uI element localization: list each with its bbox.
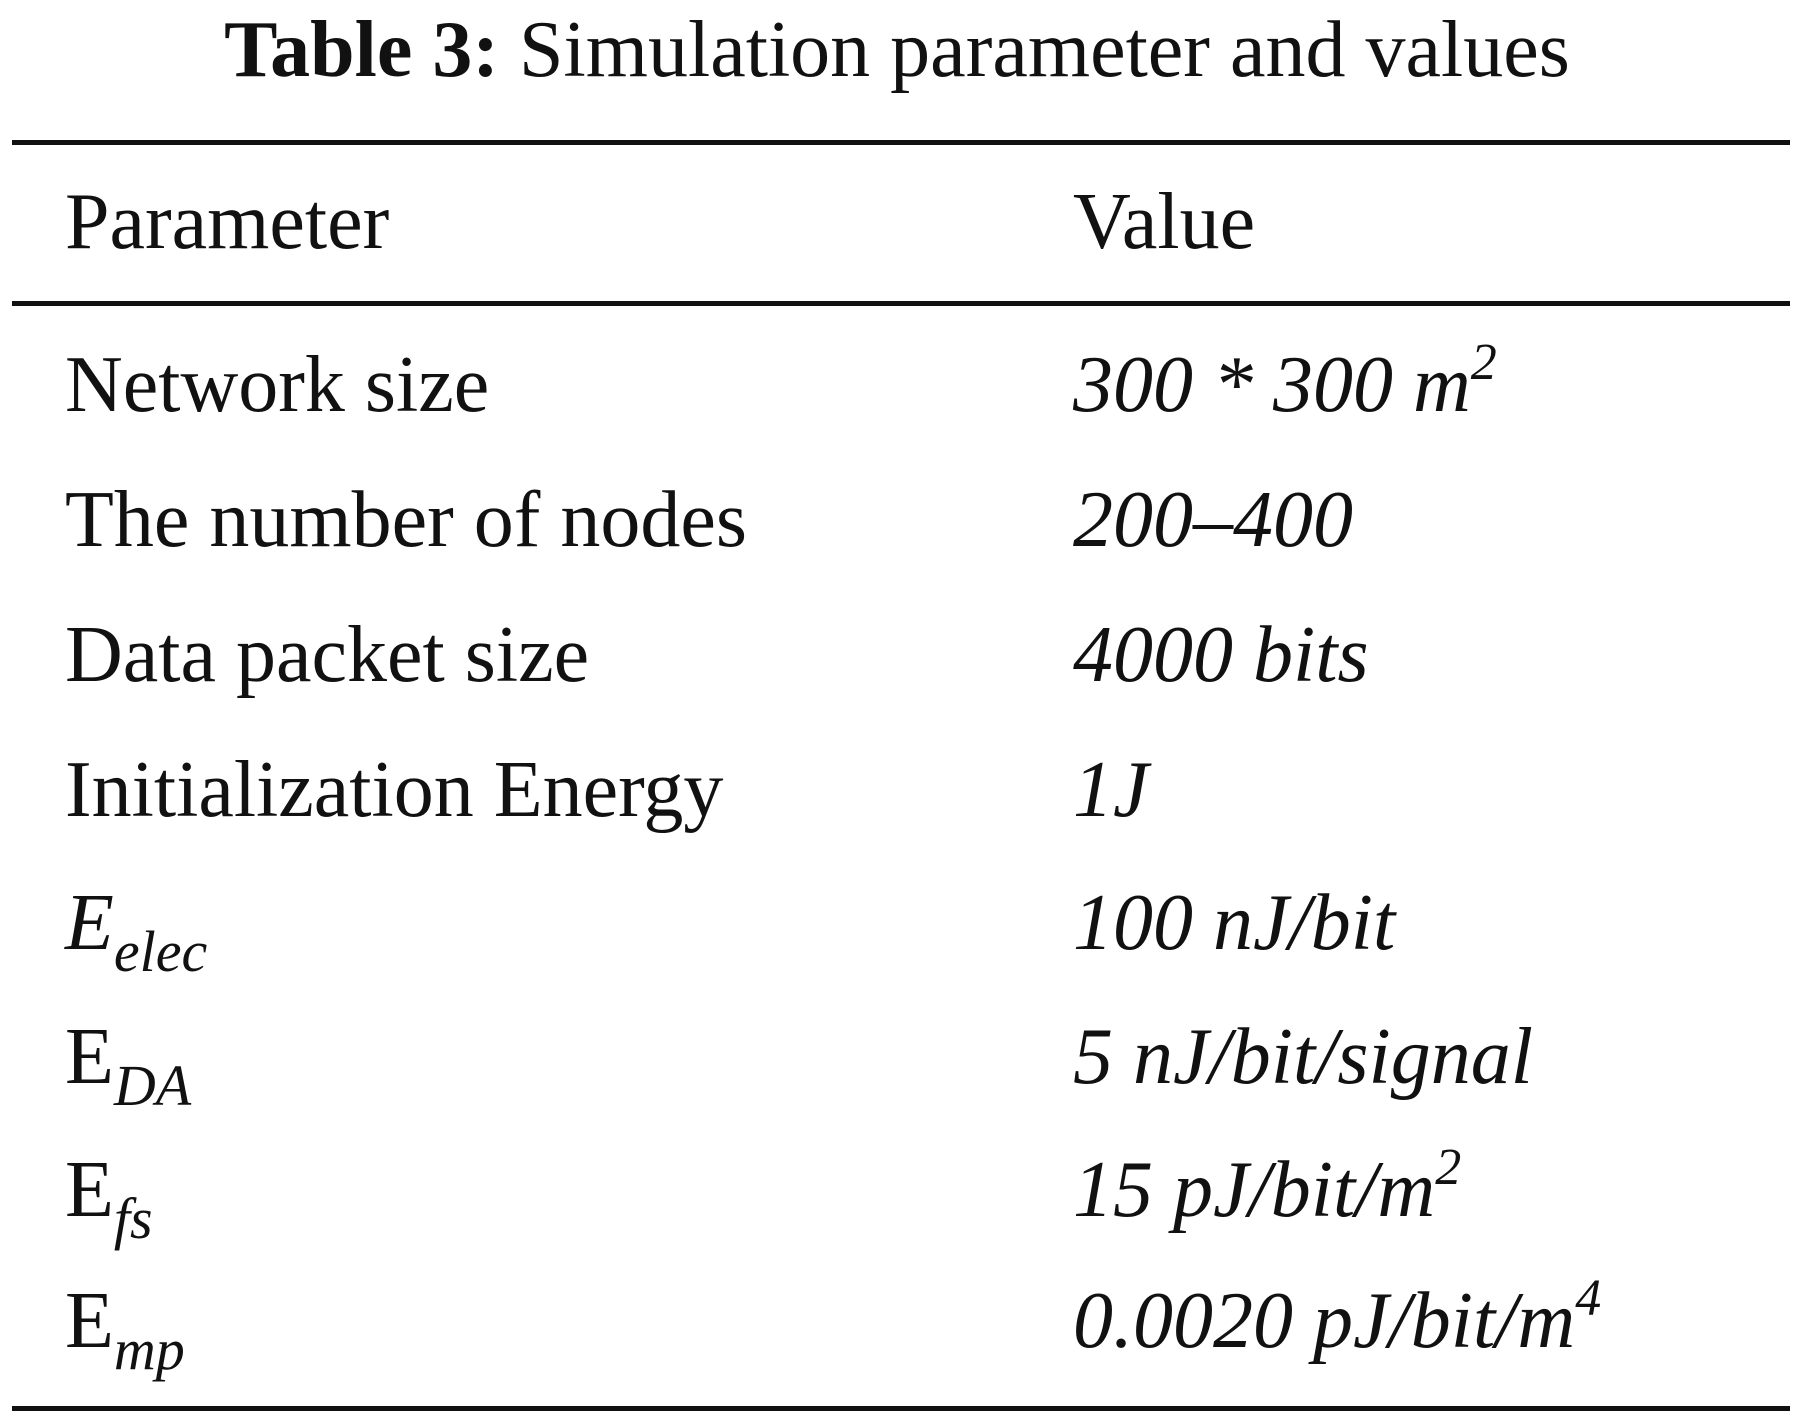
- row-7-parameter-sub: fs: [113, 1186, 153, 1251]
- row-5-parameter: Eelec: [65, 878, 207, 984]
- row-7-value-sup: 2: [1435, 1139, 1462, 1196]
- row-4-parameter: Initialization Energy: [65, 746, 724, 834]
- row-1-value: 300 * 300 m2: [1073, 334, 1497, 430]
- row-8-value: 0.0020 pJ/bit/m4: [1073, 1270, 1601, 1366]
- row-7-value-text: 15 pJ/bit/m: [1073, 1146, 1436, 1234]
- row-7-value: 15 pJ/bit/m2: [1073, 1139, 1461, 1235]
- row-5-parameter-sub: elec: [113, 919, 208, 984]
- row-1-parameter: Network size: [65, 341, 490, 429]
- table-caption: Table 3: Simulation parameter and values: [0, 0, 1794, 100]
- header-parameter: Parameter: [65, 178, 390, 266]
- row-3-parameter: Data packet size: [65, 611, 590, 699]
- row-3-value: 4000 bits: [1073, 611, 1369, 699]
- table-bottom-rule: [12, 1406, 1790, 1411]
- row-5-value: 100 nJ/bit: [1073, 879, 1396, 967]
- row-6-parameter-sub: DA: [113, 1053, 192, 1118]
- row-8-parameter: Emp: [65, 1276, 185, 1382]
- row-8-value-text: 0.0020 pJ/bit/m: [1073, 1277, 1576, 1365]
- header-value: Value: [1073, 178, 1256, 266]
- table-header-rule: [12, 301, 1790, 306]
- row-6-value: 5 nJ/bit/signal: [1073, 1013, 1533, 1101]
- row-6-parameter-base: E: [65, 1013, 114, 1101]
- row-7-parameter-base: E: [65, 1146, 114, 1234]
- row-2-value: 200–400: [1073, 476, 1353, 564]
- row-8-value-sup: 4: [1575, 1270, 1602, 1327]
- row-1-value-sup: 2: [1470, 334, 1497, 391]
- row-5-parameter-base: E: [65, 879, 114, 967]
- row-8-parameter-base: E: [65, 1277, 114, 1365]
- row-8-parameter-sub: mp: [113, 1317, 185, 1382]
- table-top-rule: [12, 140, 1790, 145]
- table-caption-title: Simulation parameter and values: [519, 6, 1570, 94]
- row-6-parameter: EDA: [65, 1012, 191, 1118]
- row-1-value-text: 300 * 300 m: [1073, 341, 1471, 429]
- row-7-parameter: Efs: [65, 1145, 153, 1251]
- row-4-value: 1J: [1073, 746, 1149, 834]
- table-caption-label: Table 3:: [224, 6, 500, 94]
- row-2-parameter: The number of nodes: [65, 476, 748, 564]
